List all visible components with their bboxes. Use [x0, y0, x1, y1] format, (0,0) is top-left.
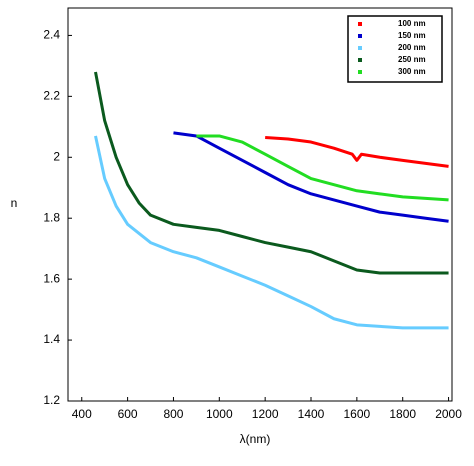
data-line	[94, 71, 449, 275]
legend-label: 250 nm	[398, 55, 426, 64]
x-axis-label: λ(nm)	[240, 432, 271, 446]
legend-swatch	[358, 58, 362, 62]
plot-frame	[67, 7, 453, 402]
y-tick-label: 2.4	[43, 28, 60, 42]
legend-swatch	[358, 70, 362, 74]
y-tick-label: 1.8	[43, 210, 60, 224]
data-line	[196, 134, 449, 202]
y-tick-label: 1.4	[43, 332, 60, 346]
legend-label: 150 nm	[398, 31, 426, 40]
legend-label: 200 nm	[398, 43, 426, 52]
x-tick-label: 600	[118, 407, 138, 421]
x-tick-label: 1400	[298, 407, 325, 421]
data-line	[265, 135, 449, 168]
legend-swatch	[358, 34, 362, 38]
x-tick-label: 800	[163, 407, 183, 421]
y-tick-label: 1.2	[43, 393, 60, 407]
y-tick-label: 1.6	[43, 271, 60, 285]
data-line	[94, 135, 449, 330]
x-tick-label: 1000	[206, 407, 233, 421]
data-line	[173, 131, 449, 223]
legend-swatch	[358, 22, 362, 26]
x-tick-label: 1200	[252, 407, 279, 421]
x-tick-label: 1600	[344, 407, 371, 421]
y-tick-label: 2.2	[43, 89, 60, 103]
y-tick-label: 2	[53, 149, 60, 163]
legend-label: 100 nm	[398, 19, 426, 28]
legend-swatch	[358, 46, 362, 50]
x-tick-label: 2000	[435, 407, 462, 421]
legend-label: 300 nm	[398, 67, 426, 76]
x-tick-label: 1800	[389, 407, 416, 421]
x-tick-label: 400	[72, 407, 92, 421]
y-axis-label: n	[11, 196, 18, 210]
legend-box	[347, 15, 443, 83]
